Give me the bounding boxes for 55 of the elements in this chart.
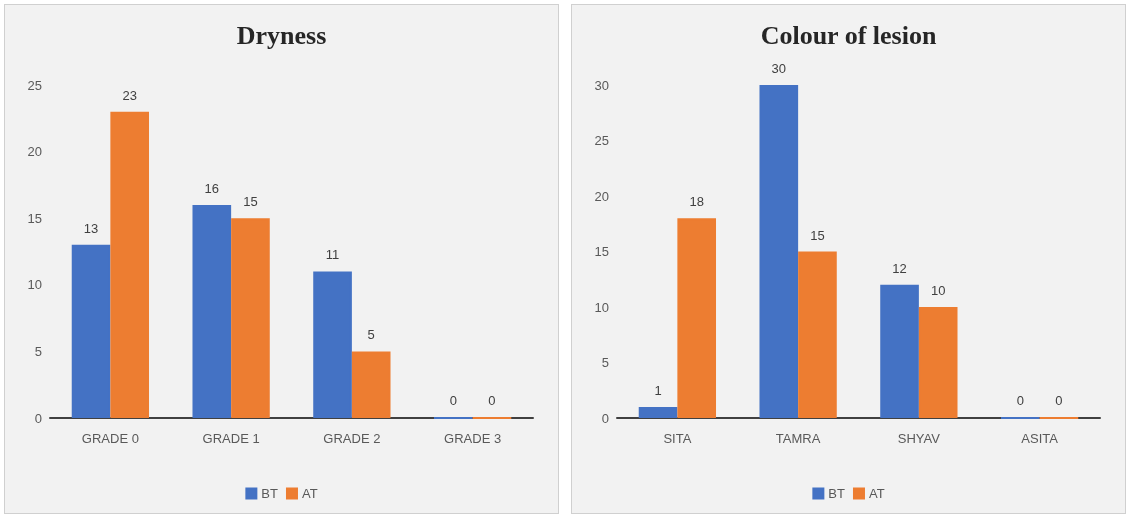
y-tick-label: 15	[27, 210, 42, 226]
legend-label: AT	[868, 486, 885, 501]
data-label: 5	[367, 327, 375, 343]
chart-title: Dryness	[236, 20, 327, 50]
bar	[798, 251, 837, 418]
bar	[677, 218, 717, 418]
y-tick-label: 10	[594, 299, 609, 315]
data-label: 0	[1016, 393, 1024, 408]
x-tick-label: GRADE 3	[444, 431, 502, 446]
bar	[638, 406, 678, 418]
data-label: 13	[83, 220, 99, 236]
data-label: 23	[122, 87, 137, 103]
data-label: 15	[243, 194, 258, 210]
data-label: 11	[325, 247, 340, 263]
y-tick-label: 5	[601, 355, 609, 370]
y-tick-label: 20	[27, 144, 42, 160]
data-label: 10	[930, 283, 946, 298]
data-label: 12	[892, 260, 907, 276]
data-label: 15	[810, 227, 825, 243]
bar	[759, 85, 799, 418]
bar	[351, 351, 391, 418]
y-tick-label: 10	[27, 277, 42, 293]
legend-label: AT	[301, 486, 318, 501]
y-tick-label: 20	[594, 188, 609, 204]
x-tick-label: GRADE 0	[81, 431, 139, 446]
data-label: 16	[204, 180, 220, 196]
bar	[192, 204, 232, 418]
chart-title: Colour of lesion	[760, 20, 937, 50]
data-label: 0	[1055, 393, 1063, 408]
y-tick-label: 0	[34, 410, 42, 426]
y-tick-label: 25	[27, 77, 42, 93]
bar	[918, 307, 958, 418]
bar	[313, 271, 352, 418]
data-label: 0	[449, 393, 457, 408]
bar	[231, 218, 270, 418]
data-label: 0	[488, 393, 496, 408]
legend-label: BT	[261, 486, 279, 501]
data-label: 1	[654, 382, 662, 398]
y-tick-label: 0	[601, 410, 609, 426]
bar	[71, 244, 111, 418]
y-tick-label: 15	[594, 244, 609, 259]
bar	[110, 111, 150, 418]
x-tick-label: TAMRA	[775, 431, 821, 446]
x-tick-label: GRADE 2	[323, 431, 381, 446]
x-tick-label: SHYAV	[897, 431, 941, 446]
bar	[880, 284, 919, 418]
data-label: 30	[771, 61, 787, 76]
data-label: 18	[689, 194, 704, 210]
x-tick-label: GRADE 1	[202, 431, 260, 446]
y-tick-label: 30	[594, 77, 609, 93]
x-tick-label: ASITA	[1021, 431, 1059, 446]
y-tick-label: 5	[34, 343, 42, 359]
x-tick-label: SITA	[663, 431, 692, 446]
legend-label: BT	[828, 486, 846, 501]
y-tick-label: 25	[594, 133, 609, 148]
